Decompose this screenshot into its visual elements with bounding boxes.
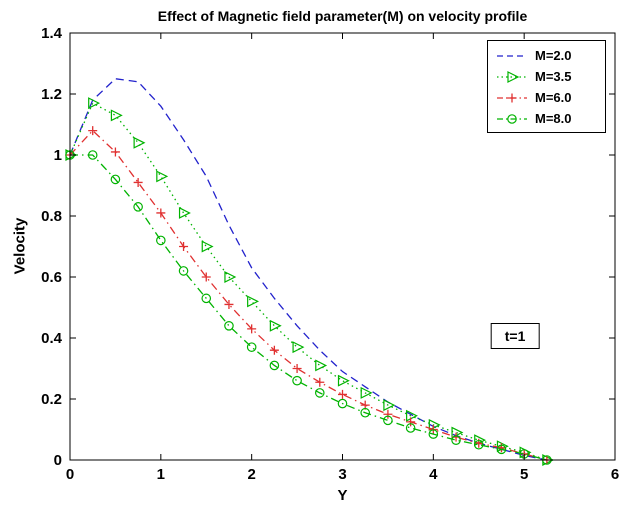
y-tick-label: 0.4 [41, 330, 63, 347]
annotation-t1: t=1 [490, 323, 540, 350]
chart-title: Effect of Magnetic field parameter(M) on… [157, 8, 528, 24]
x-tick-label: 3 [338, 466, 346, 483]
legend-label: M=2.0 [535, 48, 572, 63]
y-tick-label: 1.4 [41, 25, 63, 42]
legend-item: M=8.0 [495, 108, 605, 129]
series-M=2.0 [69, 78, 548, 461]
legend-label: M=6.0 [535, 90, 572, 105]
legend: M=2.0 M=3.5 M=6.0 M=8.0 [487, 40, 606, 133]
x-tick-label: 0 [66, 466, 74, 483]
x-tick-label: 4 [429, 466, 438, 483]
y-tick-label: 1.2 [41, 86, 62, 103]
y-axis-label: Velocity [11, 217, 29, 275]
x-tick-label: 1 [157, 466, 165, 483]
x-tick-label: 6 [611, 466, 619, 483]
x-axis-label: Y [337, 487, 348, 504]
legend-item: M=2.0 [495, 45, 605, 66]
y-tick-label: 0.8 [41, 208, 62, 225]
legend-line-sample-plus [497, 93, 527, 102]
y-tick-label: 1 [54, 147, 62, 164]
legend-label: M=3.5 [535, 69, 572, 84]
legend-label: M=8.0 [535, 111, 572, 126]
axes: 0 1 2 3 4 5 6 0 0.2 0.4 0.6 0.8 1 1.2 1.4 [41, 25, 619, 483]
y-tick-label: 0 [54, 452, 62, 469]
legend-line-sample-dashed [497, 54, 527, 57]
series-M=8.0 [65, 150, 552, 465]
y-tick-label: 0.6 [41, 269, 62, 286]
legend-line-sample-circle [497, 113, 527, 124]
x-tick-label: 2 [247, 466, 255, 483]
legend-item: M=6.0 [495, 87, 605, 108]
series-M=3.5 [65, 97, 555, 466]
legend-item: M=3.5 [495, 66, 605, 87]
x-tick-label: 5 [520, 466, 528, 483]
legend-line-sample-triangle [497, 70, 527, 83]
y-tick-label: 0.2 [41, 391, 62, 408]
